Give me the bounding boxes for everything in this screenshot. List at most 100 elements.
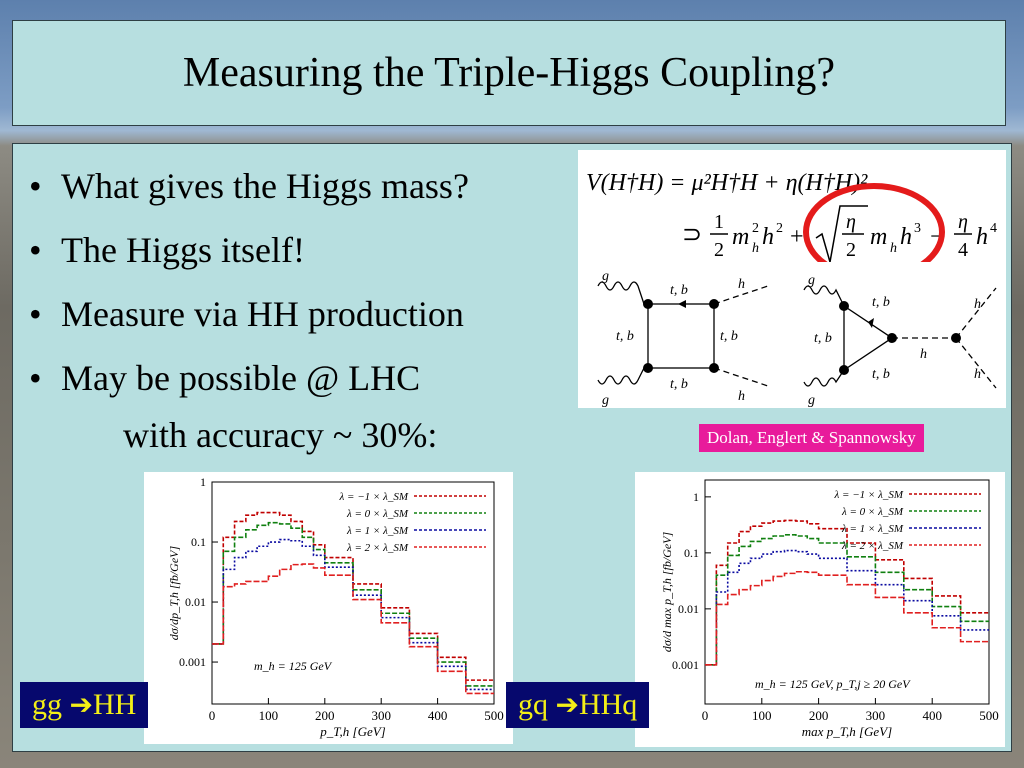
bullet-list: • What gives the Higgs mass? • The Higgs i… bbox=[29, 154, 469, 410]
eq-eta: η bbox=[846, 211, 856, 233]
eq-sub-h: h bbox=[752, 241, 759, 256]
eq-supset: ⊃ bbox=[682, 222, 702, 248]
label-h-bottom: h bbox=[738, 389, 745, 404]
eq-h2: h bbox=[900, 224, 912, 250]
x-tick-label: 200 bbox=[809, 708, 829, 723]
label-h-bottom: h bbox=[974, 367, 981, 382]
y-tick-label: 0.1 bbox=[684, 546, 699, 560]
y-tick-label: 1 bbox=[200, 475, 206, 489]
arrow-head bbox=[868, 318, 874, 328]
eq-m2: m bbox=[870, 224, 887, 250]
bullet-dot: • bbox=[29, 294, 42, 334]
eq-sub-h2: h bbox=[890, 241, 897, 256]
y-axis-label: dσ/dp_T,h [fb/GeV] bbox=[167, 545, 181, 640]
x-tick-label: 300 bbox=[371, 708, 391, 723]
legend-entry: λ = 0 × λ_SM bbox=[346, 508, 409, 520]
eq-eta2: η bbox=[958, 211, 968, 233]
x-tick-label: 400 bbox=[922, 708, 942, 723]
eq-plus: + bbox=[790, 224, 804, 250]
series-line bbox=[705, 519, 989, 666]
equation-line2: ⊃ 1 2 m h 2 h 2 + η 2 m h h 3 − η bbox=[682, 205, 997, 263]
arrow-right-icon: ➔ bbox=[555, 690, 579, 721]
box-diagram: g g t, b t, b t, b t, b h h bbox=[597, 269, 769, 408]
eq-sup-3: 3 bbox=[914, 221, 921, 236]
plot-annotation: m_h = 125 GeV, p_T,j ≥ 20 GeV bbox=[755, 677, 911, 691]
gluon-line-top bbox=[597, 281, 645, 305]
label-tb-bottom: t, b bbox=[670, 377, 688, 392]
series-line bbox=[212, 563, 494, 695]
chart-right: 0 100 200 300 400 500 1 0.1 0.01 0.001 max p_T,h [… bbox=[660, 479, 999, 739]
higgs-line-top bbox=[955, 287, 997, 339]
eq-sup-2b: 2 bbox=[776, 221, 783, 236]
bullet-item: • May be possible @ LHC bbox=[29, 346, 469, 410]
x-axis-label: max p_T,h [GeV] bbox=[802, 724, 892, 739]
label-tb-right: t, b bbox=[720, 329, 738, 344]
legend-entry: λ = −1 × λ_SM bbox=[339, 491, 409, 503]
plot-panel-left: 0 100 200 300 400 500 1 0.1 0.01 0.001 p_T,h [GeV]… bbox=[144, 472, 513, 744]
x-tick-label: 500 bbox=[484, 708, 504, 723]
y-tick-label: 0.001 bbox=[179, 655, 206, 669]
label-h-mid: h bbox=[920, 347, 927, 362]
bullet-dot: • bbox=[29, 166, 42, 206]
legend-entry: λ = 0 × λ_SM bbox=[841, 506, 904, 518]
series-line bbox=[705, 534, 989, 666]
x-tick-label: 400 bbox=[428, 708, 448, 723]
vertex bbox=[839, 301, 849, 311]
plot-frame bbox=[211, 481, 495, 705]
vertex bbox=[643, 363, 653, 373]
arrow-head bbox=[678, 300, 686, 308]
slide-title: Measuring the Triple-Higgs Coupling? bbox=[182, 50, 836, 96]
x-axis-label: p_T,h [GeV] bbox=[319, 724, 385, 739]
feynman-svg: g g t, b t, b t, b t, b h h bbox=[597, 269, 997, 408]
plot-annotation: m_h = 125 GeV bbox=[254, 659, 333, 673]
eq-h3: h bbox=[976, 224, 988, 250]
x-tick-label: 0 bbox=[209, 708, 216, 723]
bullet-text: The Higgs itself! bbox=[61, 230, 305, 270]
process-label-right: gq ➔HHq bbox=[506, 682, 650, 728]
eq-den3: 4 bbox=[958, 239, 968, 261]
x-tick-label: 300 bbox=[866, 708, 886, 723]
bullet-item: • Measure via HH production bbox=[29, 282, 469, 346]
quark-loop-box bbox=[647, 303, 715, 369]
label-g-bottom: g bbox=[602, 393, 609, 408]
eq-num1: 1 bbox=[714, 211, 724, 233]
legend-entry: λ = 2 × λ_SM bbox=[841, 540, 904, 552]
reference-badge: Dolan, Englert & Spannowsky bbox=[699, 424, 924, 452]
label-tb-bottom: t, b bbox=[872, 367, 890, 382]
eq-den2: 2 bbox=[846, 239, 856, 261]
gluon-line-bottom bbox=[597, 367, 645, 385]
process-final: HH bbox=[92, 688, 137, 721]
series-line bbox=[705, 570, 989, 666]
eq-h: h bbox=[762, 224, 774, 250]
equation-panel: V(H†H) = μ²H†H + η(H†H)² ⊃ 1 2 m h 2 h 2… bbox=[578, 150, 1006, 281]
vertex bbox=[839, 365, 849, 375]
y-tick-label: 0.1 bbox=[191, 535, 206, 549]
label-g-top: g bbox=[808, 273, 815, 288]
bullet-dot: • bbox=[29, 358, 42, 398]
y-tick-label: 0.01 bbox=[678, 602, 699, 616]
legend-entry: λ = −1 × λ_SM bbox=[834, 489, 904, 501]
x-tick-label: 500 bbox=[979, 708, 999, 723]
bullet-item: • What gives the Higgs mass? bbox=[29, 154, 469, 218]
accuracy-line: with accuracy ~ 30%: bbox=[123, 415, 438, 455]
bullet-dot: • bbox=[29, 230, 42, 270]
process-initial: gg bbox=[32, 688, 62, 721]
bullet-text: What gives the Higgs mass? bbox=[61, 166, 469, 206]
label-tb-left: t, b bbox=[814, 331, 832, 346]
arrow-right-icon: ➔ bbox=[69, 690, 93, 721]
bullet-text: May be possible @ LHC bbox=[61, 358, 421, 398]
label-g-bottom: g bbox=[808, 393, 815, 408]
eq-den1: 2 bbox=[714, 239, 724, 261]
higgs-line-bottom bbox=[955, 337, 997, 389]
legend-entry: λ = 2 × λ_SM bbox=[346, 542, 409, 554]
y-tick-label: 0.01 bbox=[185, 595, 206, 609]
process-label-left: gg ➔HH bbox=[20, 682, 149, 728]
title-box: Measuring the Triple-Higgs Coupling? bbox=[12, 20, 1006, 126]
plot-panel-right: 0 100 200 300 400 500 1 0.1 0.01 0.001 max p_T,h [… bbox=[635, 472, 1005, 747]
label-g-top: g bbox=[602, 269, 609, 284]
plot-frame bbox=[704, 479, 990, 705]
series-line bbox=[212, 538, 494, 691]
eq-sup-2: 2 bbox=[752, 221, 759, 236]
content-box: • What gives the Higgs mass? • The Higgs i… bbox=[12, 143, 1012, 752]
eq-m: m bbox=[732, 224, 749, 250]
